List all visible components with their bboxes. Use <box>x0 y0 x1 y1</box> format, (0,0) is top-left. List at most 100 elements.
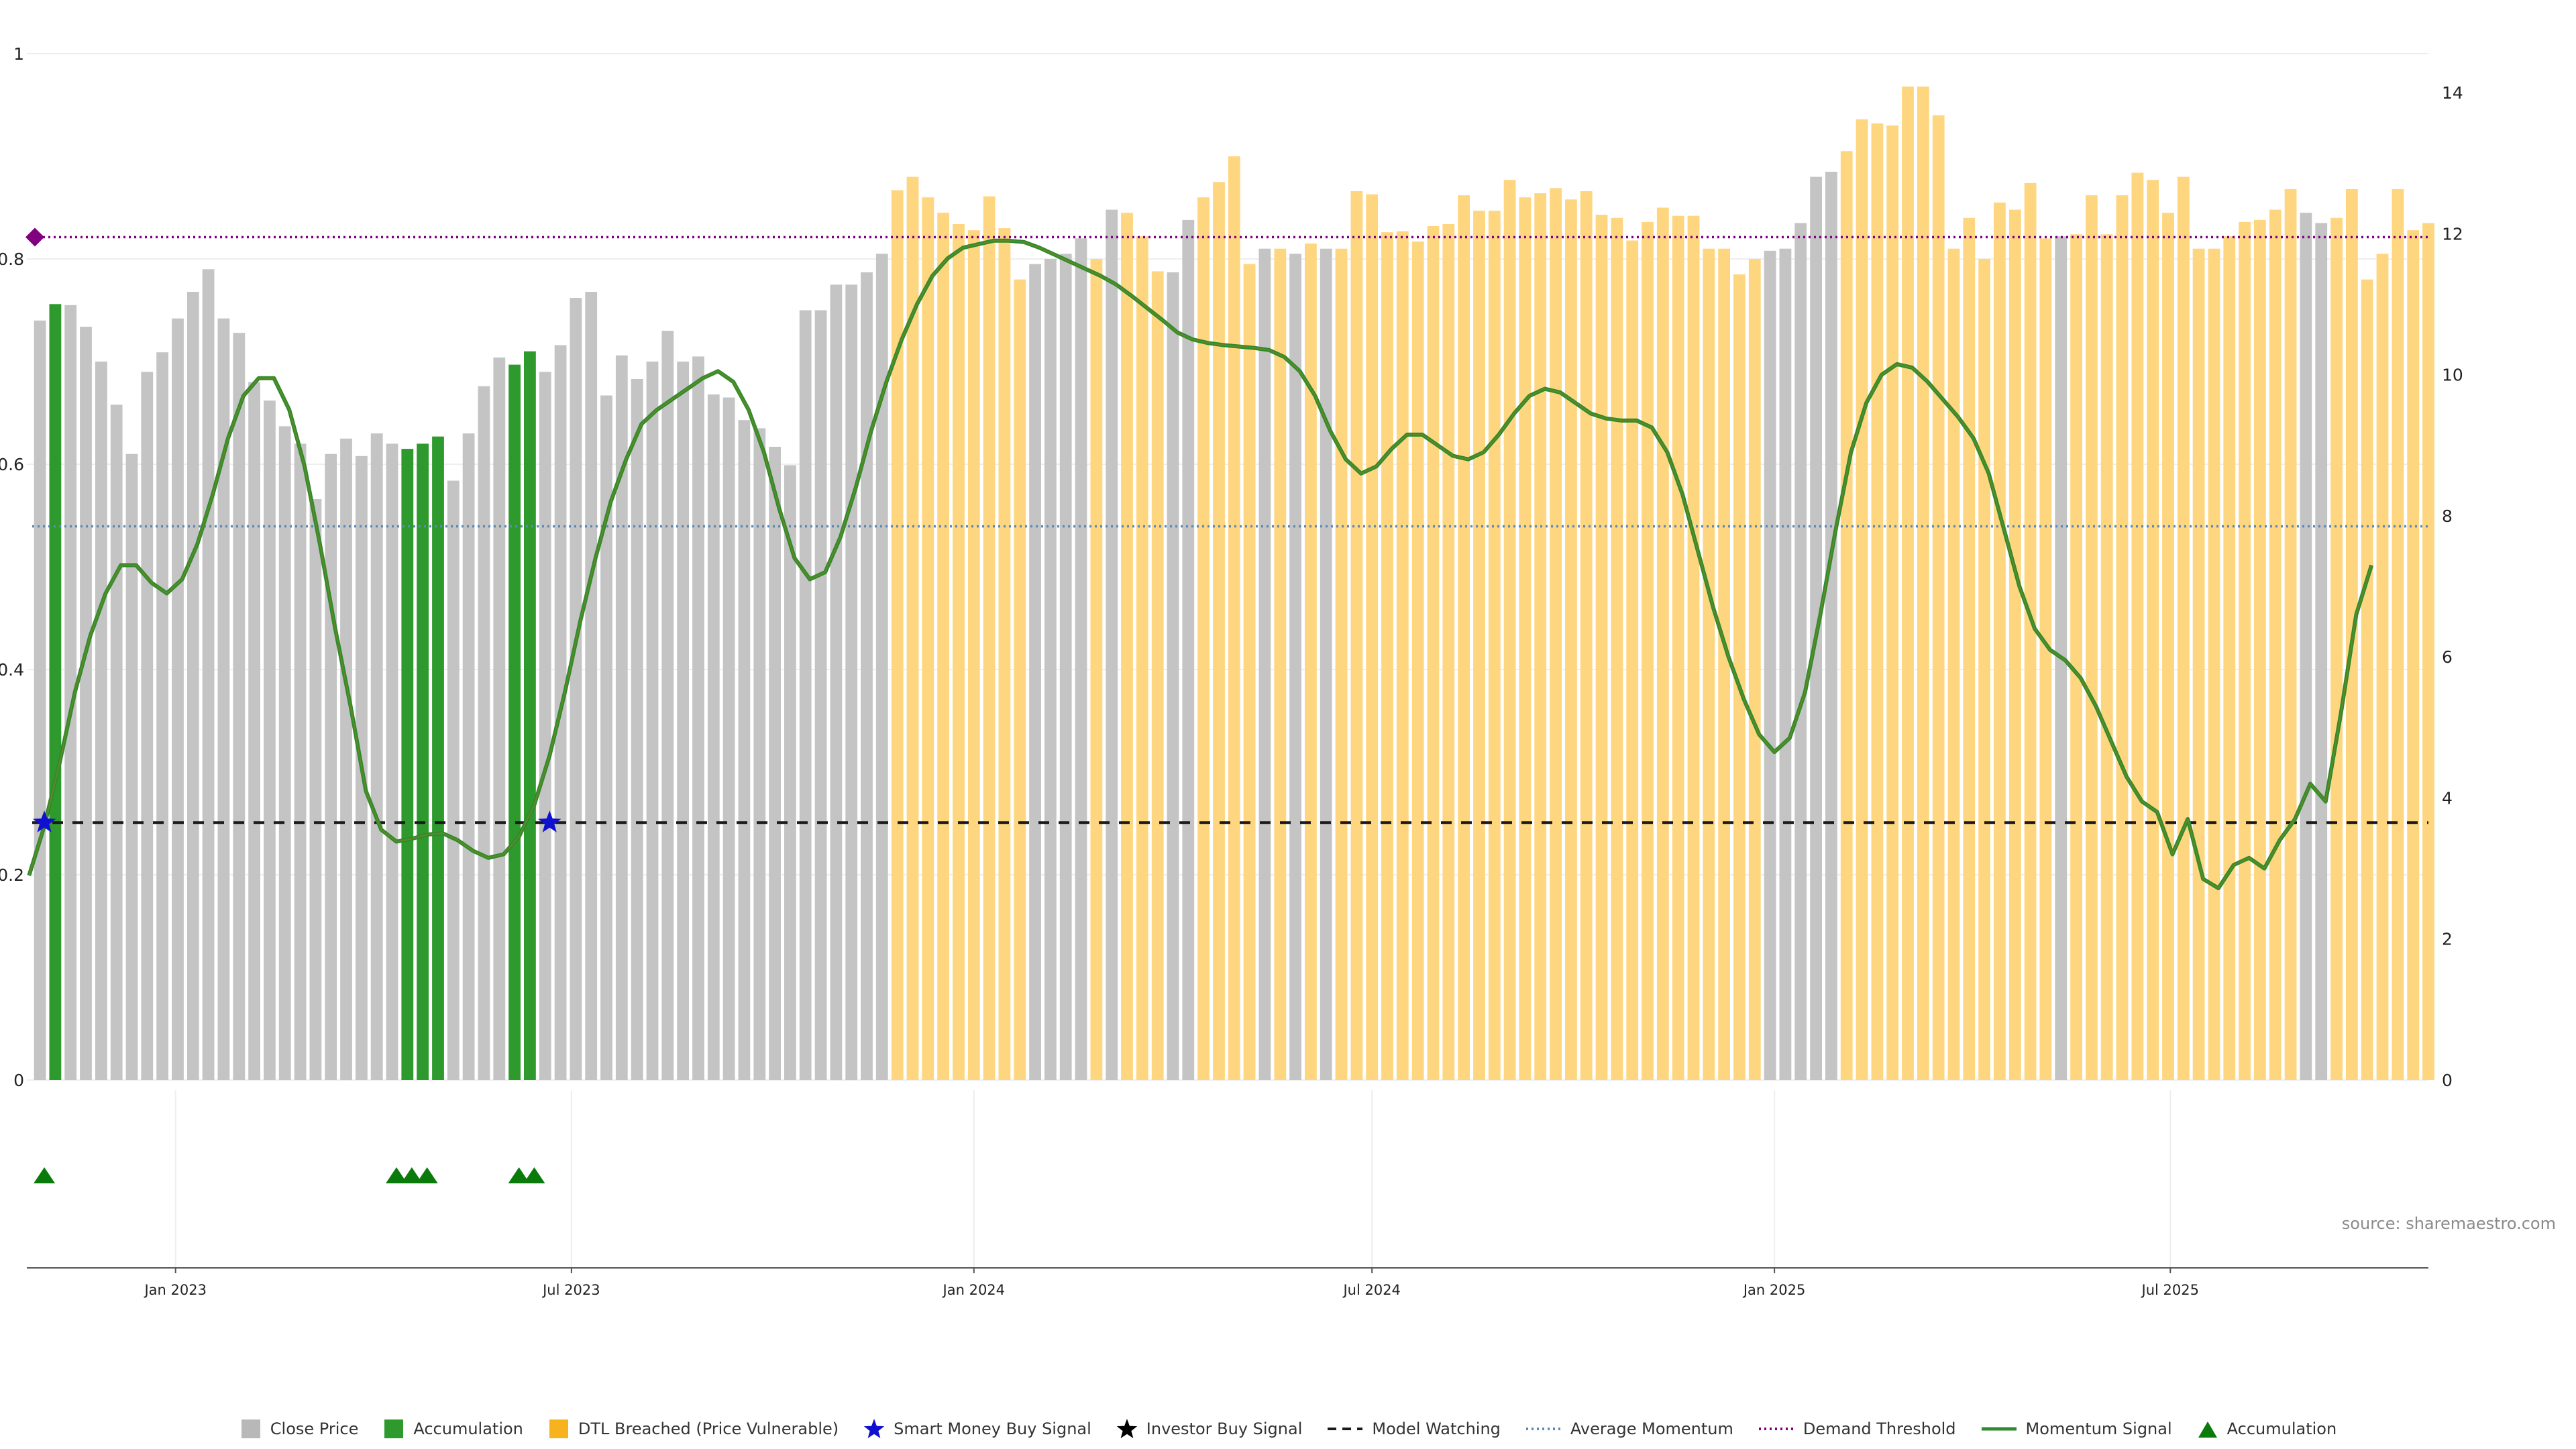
bar-96 <box>1503 180 1516 1081</box>
right-tick-label: 4 <box>2442 788 2453 808</box>
bar-22 <box>370 433 383 1080</box>
legend-symbol-investor <box>1116 1419 1137 1438</box>
bar-126 <box>1963 217 1976 1080</box>
x-tick-label: Jan 2024 <box>942 1282 1006 1298</box>
bar-93 <box>1458 195 1470 1081</box>
bar-105 <box>1642 221 1654 1080</box>
right-tick-label: 2 <box>2442 930 2453 949</box>
bar-57 <box>906 176 919 1081</box>
bar-109 <box>1703 248 1715 1081</box>
left-tick-label: 0.2 <box>0 865 24 885</box>
bar-89 <box>1396 231 1409 1081</box>
bar-39 <box>631 379 643 1080</box>
legend-glyph-accumulation <box>384 1419 404 1438</box>
bar-102 <box>1595 215 1608 1081</box>
bar-143 <box>2223 236 2236 1080</box>
bar-36 <box>585 292 598 1080</box>
bar-17 <box>294 443 307 1080</box>
bar-94 <box>1473 211 1485 1081</box>
legend-item-model_watching: Model Watching <box>1326 1417 1501 1440</box>
bar-10 <box>186 292 199 1080</box>
bar-97 <box>1519 197 1532 1081</box>
bar-148 <box>2300 213 2312 1081</box>
bar-18 <box>309 499 322 1080</box>
legend-label-close: Close Price <box>270 1419 359 1438</box>
bar-147 <box>2284 189 2297 1080</box>
legend-item-investor: Investor Buy Signal <box>1116 1417 1303 1440</box>
right-tick-label: 6 <box>2442 647 2453 667</box>
legend-item-marker: Accumulation <box>2196 1417 2337 1440</box>
reference-lines <box>25 227 2428 824</box>
bar-69 <box>1090 259 1103 1080</box>
bar-134 <box>2086 195 2098 1081</box>
bar-67 <box>1059 254 1072 1080</box>
bar-76 <box>1197 197 1210 1081</box>
bar-77 <box>1213 182 1225 1081</box>
legend-item-demand_threshold: Demand Threshold <box>1758 1417 1956 1440</box>
bar-49 <box>784 465 796 1080</box>
bar-73 <box>1151 271 1164 1080</box>
bar-92 <box>1442 224 1455 1080</box>
bar-74 <box>1167 272 1179 1080</box>
bar-43 <box>692 356 704 1080</box>
bar-71 <box>1121 213 1133 1081</box>
bar-27 <box>447 480 460 1080</box>
legend-label-model_watching: Model Watching <box>1372 1419 1501 1438</box>
bar-117 <box>1825 172 1837 1080</box>
bar-13 <box>233 333 246 1081</box>
legend-glyph-investor <box>1116 1419 1137 1438</box>
bar-154 <box>2392 189 2404 1080</box>
bar-131 <box>2039 238 2052 1080</box>
bar-111 <box>1733 274 1746 1080</box>
bar-58 <box>922 197 934 1081</box>
bar-45 <box>722 397 735 1080</box>
legend: Close Price Accumulation DTL Breached (Pri… <box>0 1409 2576 1449</box>
bar-81 <box>1274 248 1287 1081</box>
legend-label-dtl: DTL Breached (Price Vulnerable) <box>578 1419 839 1438</box>
legend-symbol-model_watching <box>1328 1428 1363 1430</box>
bar-110 <box>1718 248 1730 1081</box>
bar-42 <box>677 362 689 1080</box>
bar-7 <box>141 372 154 1080</box>
axes <box>27 1267 2428 1273</box>
bar-3 <box>80 327 92 1080</box>
legend-label-momentum: Momentum Signal <box>2025 1419 2172 1438</box>
bar-65 <box>1029 264 1041 1081</box>
legend-item-smart_money: Smart Money Buy Signal <box>863 1417 1091 1440</box>
bar-112 <box>1748 259 1761 1080</box>
legend-item-accumulation: Accumulation <box>382 1417 523 1440</box>
x-tick-label: Jan 2025 <box>1742 1282 1806 1298</box>
legend-label-investor: Investor Buy Signal <box>1146 1419 1303 1438</box>
bar-88 <box>1381 232 1393 1081</box>
bar-82 <box>1289 254 1301 1080</box>
bar-series <box>34 87 2434 1081</box>
bar-103 <box>1611 217 1623 1080</box>
bar-15 <box>264 400 276 1080</box>
legend-label-smart_money: Smart Money Buy Signal <box>894 1419 1091 1438</box>
legend-symbol-smart_money <box>863 1419 885 1438</box>
legend-symbol-demand_threshold <box>1758 1428 1794 1430</box>
bar-104 <box>1626 240 1639 1080</box>
bar-146 <box>2269 209 2282 1081</box>
bar-106 <box>1656 207 1669 1080</box>
bar-108 <box>1687 215 1700 1081</box>
bar-31 <box>508 364 521 1080</box>
bar-55 <box>875 254 888 1080</box>
bar-79 <box>1243 264 1256 1081</box>
accumulation-marker-3 <box>416 1167 438 1183</box>
bar-52 <box>830 284 843 1081</box>
legend-symbol-marker <box>2198 1421 2217 1438</box>
bar-0 <box>34 320 46 1080</box>
bar-87 <box>1366 194 1379 1081</box>
bar-32 <box>524 351 536 1081</box>
bar-136 <box>2116 195 2129 1081</box>
smart-money-star-1 <box>538 810 561 833</box>
right-tick-label: 8 <box>2442 506 2453 526</box>
legend-label-marker: Accumulation <box>2226 1419 2337 1438</box>
legend-symbol-dtl <box>549 1419 568 1438</box>
left-tick-label: 0.4 <box>0 660 24 680</box>
bar-60 <box>953 224 965 1080</box>
bar-78 <box>1228 156 1240 1080</box>
bar-127 <box>1978 259 1990 1080</box>
